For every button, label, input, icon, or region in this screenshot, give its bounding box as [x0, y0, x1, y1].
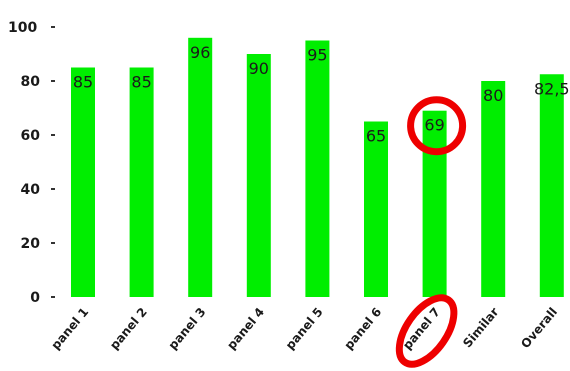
bar-value-label: 82,5	[534, 79, 570, 98]
category-label: panel 3	[166, 305, 209, 352]
y-tick-label: 20	[21, 236, 41, 252]
bar-value-label: 95	[307, 46, 327, 65]
bar	[305, 40, 330, 297]
bar	[422, 110, 447, 297]
bar-value-label: 90	[249, 59, 269, 78]
y-tick-label: 60	[21, 128, 41, 144]
category-label: panel 2	[107, 305, 150, 352]
bar	[364, 121, 388, 297]
bar-value-label: 85	[131, 73, 151, 92]
bar	[71, 67, 95, 297]
bar-value-label: 96	[190, 43, 210, 62]
bar	[539, 74, 564, 297]
category-label: panel 5	[283, 305, 326, 352]
y-tick-label: 0	[30, 290, 40, 306]
highlight-circle	[407, 96, 467, 156]
bar	[481, 81, 506, 297]
y-tick-label: 40	[21, 182, 41, 198]
bar-value-label: 65	[366, 127, 386, 146]
category-label: panel 6	[341, 305, 384, 352]
y-tick-label: 80	[21, 74, 41, 90]
category-label: panel 1	[48, 305, 91, 352]
bar-value-label: 85	[73, 73, 93, 92]
bar	[129, 67, 154, 297]
highlight-ellipse	[395, 294, 458, 368]
category-labels: panel 1 panel 2 panel 3 panel 4 panel 5 panel…	[48, 305, 560, 352]
y-tick-label: 100	[8, 20, 37, 36]
category-label: Overall	[518, 305, 560, 351]
annotations	[395, 96, 467, 368]
value-labels: 85 85 96 90 95 65 69 80 82,5	[73, 43, 570, 146]
bar-series	[71, 37, 564, 298]
category-label: Similar	[460, 305, 501, 350]
bar	[188, 37, 213, 298]
bar-value-label: 80	[483, 86, 503, 105]
category-label: panel 4	[224, 305, 267, 352]
bar-value-label: 69	[424, 116, 444, 135]
bar	[246, 54, 271, 297]
y-axis: 0 20 40 60 80 100	[8, 20, 55, 306]
